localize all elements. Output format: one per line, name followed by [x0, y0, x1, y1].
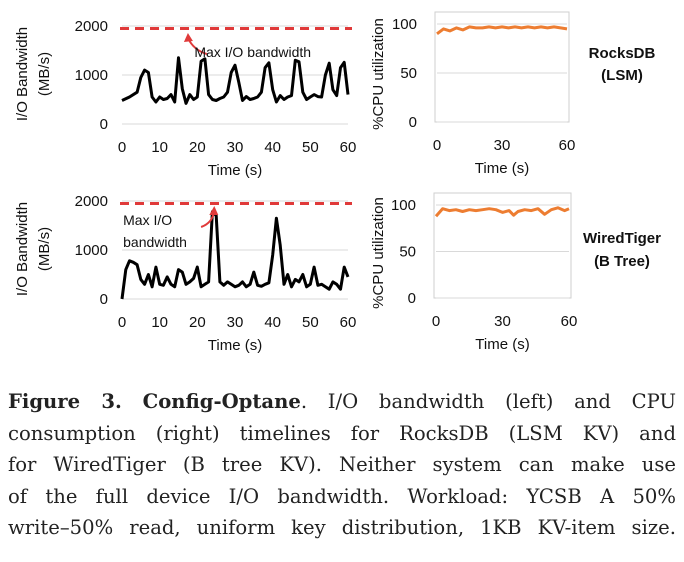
caption-line-1: Figure 3. Config-Optane. I/O bandwidth (…: [8, 386, 676, 418]
rocksdb-label-line2: (LSM): [601, 67, 643, 84]
wiredtiger-io-chart: 0 1000 2000 0 10 20 30 40 50 60 Time (s) I/O Bandwi…: [14, 193, 356, 354]
x-tick-label: 60: [561, 313, 578, 330]
y-tick-label: 0: [409, 114, 417, 131]
x-tick-label: 30: [227, 314, 244, 331]
x-tick-label: 30: [494, 137, 511, 154]
y-axis-label: I/O Bandwidth: [14, 27, 31, 121]
annotation-label: Max I/O bandwidth: [194, 44, 311, 60]
x-tick-label: 20: [189, 139, 206, 156]
annotation-arrow-head: [183, 33, 193, 42]
x-tick-label: 50: [302, 139, 319, 156]
x-tick-label: 60: [559, 137, 576, 154]
y-tick-label: 100: [391, 197, 416, 214]
y-axis-label: I/O Bandwidth: [14, 202, 31, 296]
y-tick-label: 1000: [75, 67, 108, 84]
y-axis-label: (MB/s): [36, 52, 53, 96]
y-tick-label: 1000: [75, 242, 108, 259]
x-tick-label: 60: [340, 314, 357, 331]
io-bandwidth-line: [120, 210, 350, 300]
y-tick-label: 0: [408, 290, 416, 307]
caption-figure-name: Config-Optane: [142, 390, 301, 413]
x-tick-label: 0: [118, 139, 126, 156]
wiredtiger-cpu-chart: 0 50 100 0 30 60 Time (s) %CPU utilization: [370, 192, 578, 353]
y-tick-label: 0: [100, 291, 108, 308]
x-tick-label: 0: [118, 314, 126, 331]
wiredtiger-label-line1: WiredTiger: [583, 230, 661, 247]
x-tick-label: 30: [494, 313, 511, 330]
x-axis-label: Time (s): [208, 162, 262, 179]
caption-line-5: write–50% read, uniform key distribution…: [8, 516, 676, 540]
figure-caption: Figure 3. Config-Optane. I/O bandwidth (…: [8, 386, 676, 544]
x-axis-label: Time (s): [475, 160, 529, 177]
caption-line-3: for WiredTiger (B tree KV). Neither syst…: [8, 453, 676, 477]
rocksdb-cpu-chart: 0 50 100 0 30 60 Time (s) %CPU utilization: [370, 11, 576, 177]
x-tick-label: 0: [432, 313, 440, 330]
y-tick-label: 50: [399, 244, 416, 261]
x-axis-label: Time (s): [208, 337, 262, 354]
y-tick-label: 50: [400, 65, 417, 82]
caption-text-1: . I/O bandwidth (left) and CPU: [300, 390, 677, 413]
y-tick-label: 0: [100, 116, 108, 133]
caption-figure-number: Figure 3.: [8, 390, 122, 413]
y-tick-label: 2000: [75, 193, 108, 210]
x-tick-label: 20: [189, 314, 206, 331]
annotation-arrow-head: [209, 206, 219, 215]
wiredtiger-label-line2: (B Tree): [594, 253, 650, 270]
caption-line-2: consumption (right) timelines for RocksD…: [8, 421, 676, 445]
x-tick-label: 0: [433, 137, 441, 154]
caption-line-4: of the full device I/O bandwidth. Worklo…: [8, 484, 676, 508]
x-tick-label: 60: [340, 139, 357, 156]
x-tick-label: 40: [264, 314, 281, 331]
x-tick-label: 10: [151, 314, 168, 331]
cpu-utilization-line: [434, 206, 570, 218]
x-tick-label: 50: [302, 314, 319, 331]
io-bandwidth-line: [121, 56, 350, 105]
x-axis-label: Time (s): [475, 336, 529, 353]
x-tick-label: 30: [227, 139, 244, 156]
y-tick-label: 100: [392, 16, 417, 33]
y-axis-label: %CPU utilization: [370, 197, 387, 309]
y-axis-label: %CPU utilization: [370, 18, 387, 130]
annotation-label: bandwidth: [123, 234, 187, 250]
x-tick-label: 10: [151, 139, 168, 156]
cpu-utilization-line: [436, 25, 568, 35]
rocksdb-io-chart: 0 1000 2000 0 10 20 30 40 50 60 Time (s) I/O Bandwi…: [14, 18, 356, 179]
y-tick-label: 2000: [75, 18, 108, 35]
annotation-label: Max I/O: [123, 212, 172, 228]
x-tick-label: 40: [264, 139, 281, 156]
y-axis-label: (MB/s): [36, 227, 53, 271]
rocksdb-label-line1: RocksDB: [589, 45, 656, 62]
